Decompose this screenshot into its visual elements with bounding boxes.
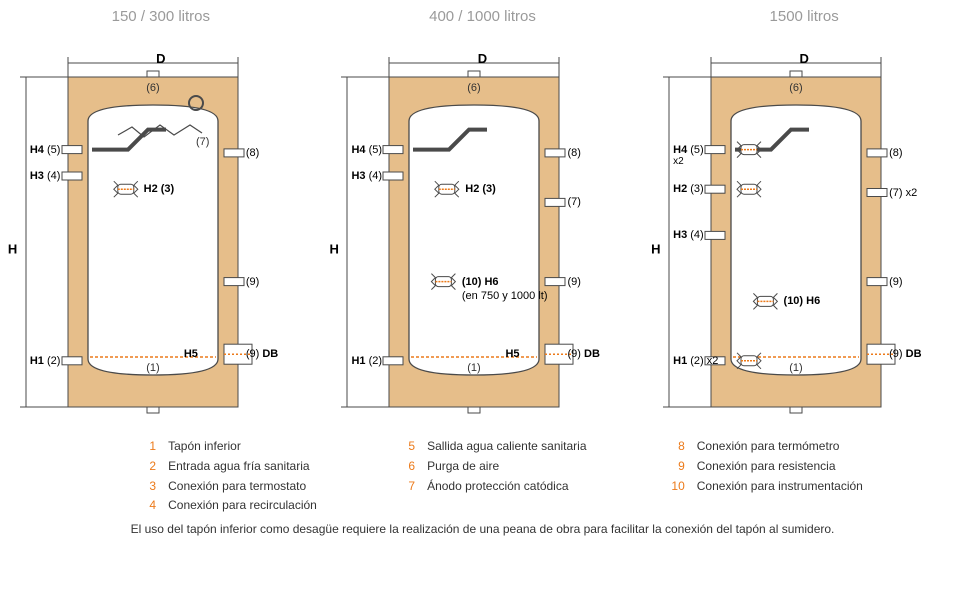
legend-item: 8 Conexión para termómetro	[671, 437, 863, 457]
diagram-canvas: (6) (1) D H H4 (5) H3 (4) H1 (2) (8) (7) (9) (9) D…	[327, 29, 637, 429]
port-label: H1 (2)	[351, 355, 382, 367]
diagram-title: 150 / 300 litros	[6, 8, 316, 25]
port-label: H2 (3)	[465, 183, 496, 195]
legend-item: 5 Sallida agua caliente sanitaria	[401, 437, 586, 457]
port-label: (9) DB	[889, 348, 921, 360]
legend-text: Conexión para instrumentación	[697, 477, 863, 497]
port-label: H4 (5)	[30, 144, 61, 156]
port-label: (8)	[246, 147, 259, 159]
port-label: H1 (2) x2	[673, 355, 718, 367]
port-label: (9)	[889, 276, 902, 288]
port-label: H4 (5)x2	[673, 144, 704, 167]
tank-diagram-3: 1500 litros (6) (1) D H H4 (5)x2 H2 (3) H3 (4) H…	[649, 8, 959, 429]
legend-item: 6 Purga de aire	[401, 457, 586, 477]
legend-number: 3	[142, 477, 156, 497]
legend-item: 2 Entrada agua fría sanitaria	[142, 457, 317, 477]
legend-number: 2	[142, 457, 156, 477]
legend-number: 4	[142, 496, 156, 516]
port-label: H3 (4)	[673, 229, 704, 241]
legend-number: 8	[671, 437, 685, 457]
legend-text: Sallida agua caliente sanitaria	[427, 437, 586, 457]
legend: 1 Tapón inferior 2 Entrada agua fría sanita…	[0, 429, 965, 516]
diagram-canvas: (7) (6) (1) D H H4 (5) H3 (4) H1 (2) (8) (9) (9) D…	[6, 29, 316, 429]
svg-text:(6): (6)	[789, 82, 802, 94]
legend-text: Tapón inferior	[168, 437, 241, 457]
legend-number: 10	[671, 477, 685, 497]
dimension-h: H	[329, 242, 338, 257]
legend-number: 6	[401, 457, 415, 477]
svg-text:(6): (6)	[146, 82, 159, 94]
port-label: (8)	[889, 147, 902, 159]
legend-col-2: 5 Sallida agua caliente sanitaria 6 Purga d…	[401, 437, 586, 516]
dimension-d: D	[327, 51, 637, 66]
diagram-canvas: (6) (1) D H H4 (5)x2 H2 (3) H3 (4) H1 (2) x2 (8)…	[649, 29, 959, 429]
legend-text: Conexión para termómetro	[697, 437, 840, 457]
port-label: (9) DB	[567, 348, 599, 360]
dimension-d: D	[649, 51, 959, 66]
legend-item: 9 Conexión para resistencia	[671, 457, 863, 477]
legend-item: 7 Ánodo protección catódica	[401, 477, 586, 497]
port-label: (9)	[567, 276, 580, 288]
port-label: H4 (5)	[351, 144, 382, 156]
dimension-h: H	[8, 242, 17, 257]
svg-text:(1): (1)	[468, 362, 481, 374]
legend-number: 7	[401, 477, 415, 497]
legend-number: 5	[401, 437, 415, 457]
legend-text: Ánodo protección catódica	[427, 477, 568, 497]
legend-col-3: 8 Conexión para termómetro 9 Conexión para …	[671, 437, 863, 516]
port-label: H2 (3)	[144, 183, 175, 195]
port-label: (9) DB	[246, 348, 278, 360]
port-label: (10) H6	[462, 276, 499, 288]
tank-diagram-1: 150 / 300 litros (7) (6) (1) D H H4 (5) H3 (4) H…	[6, 8, 316, 429]
legend-text: Purga de aire	[427, 457, 499, 477]
legend-item: 1 Tapón inferior	[142, 437, 317, 457]
port-label: H5	[184, 348, 198, 360]
diagram-title: 1500 litros	[649, 8, 959, 25]
svg-text:(6): (6)	[468, 82, 481, 94]
port-label: (7) x2	[889, 187, 917, 199]
svg-text:(7): (7)	[196, 136, 209, 148]
diagram-title: 400 / 1000 litros	[327, 8, 637, 25]
port-label: H1 (2)	[30, 355, 61, 367]
svg-text:(1): (1)	[146, 362, 159, 374]
port-label: H2 (3)	[673, 183, 704, 195]
legend-text: Entrada agua fría sanitaria	[168, 457, 309, 477]
legend-text: Conexión para termostato	[168, 477, 306, 497]
port-label: H3 (4)	[351, 170, 382, 182]
port-label: (8)	[567, 147, 580, 159]
port-label: (9)	[246, 276, 259, 288]
legend-item: 10 Conexión para instrumentación	[671, 477, 863, 497]
footnote: El uso del tapón inferior como desagüe r…	[0, 522, 965, 536]
port-label: (10) H6	[784, 295, 821, 307]
tank-diagram-2: 400 / 1000 litros (6) (1) D H H4 (5) H3 (4) H1 …	[327, 8, 637, 429]
legend-number: 9	[671, 457, 685, 477]
legend-text: Conexión para recirculación	[168, 496, 317, 516]
diagram-row: 150 / 300 litros (7) (6) (1) D H H4 (5) H3 (4) H…	[0, 0, 965, 429]
legend-text: Conexión para resistencia	[697, 457, 836, 477]
legend-number: 1	[142, 437, 156, 457]
center-note: (en 750 y 1000 lt)	[462, 290, 548, 302]
legend-col-1: 1 Tapón inferior 2 Entrada agua fría sanita…	[142, 437, 317, 516]
legend-item: 4 Conexión para recirculación	[142, 496, 317, 516]
port-label: (7)	[567, 196, 580, 208]
dimension-h: H	[651, 242, 660, 257]
dimension-d: D	[6, 51, 316, 66]
port-label: H5	[505, 348, 519, 360]
legend-item: 3 Conexión para termostato	[142, 477, 317, 497]
port-label: H3 (4)	[30, 170, 61, 182]
svg-text:(1): (1)	[789, 362, 802, 374]
